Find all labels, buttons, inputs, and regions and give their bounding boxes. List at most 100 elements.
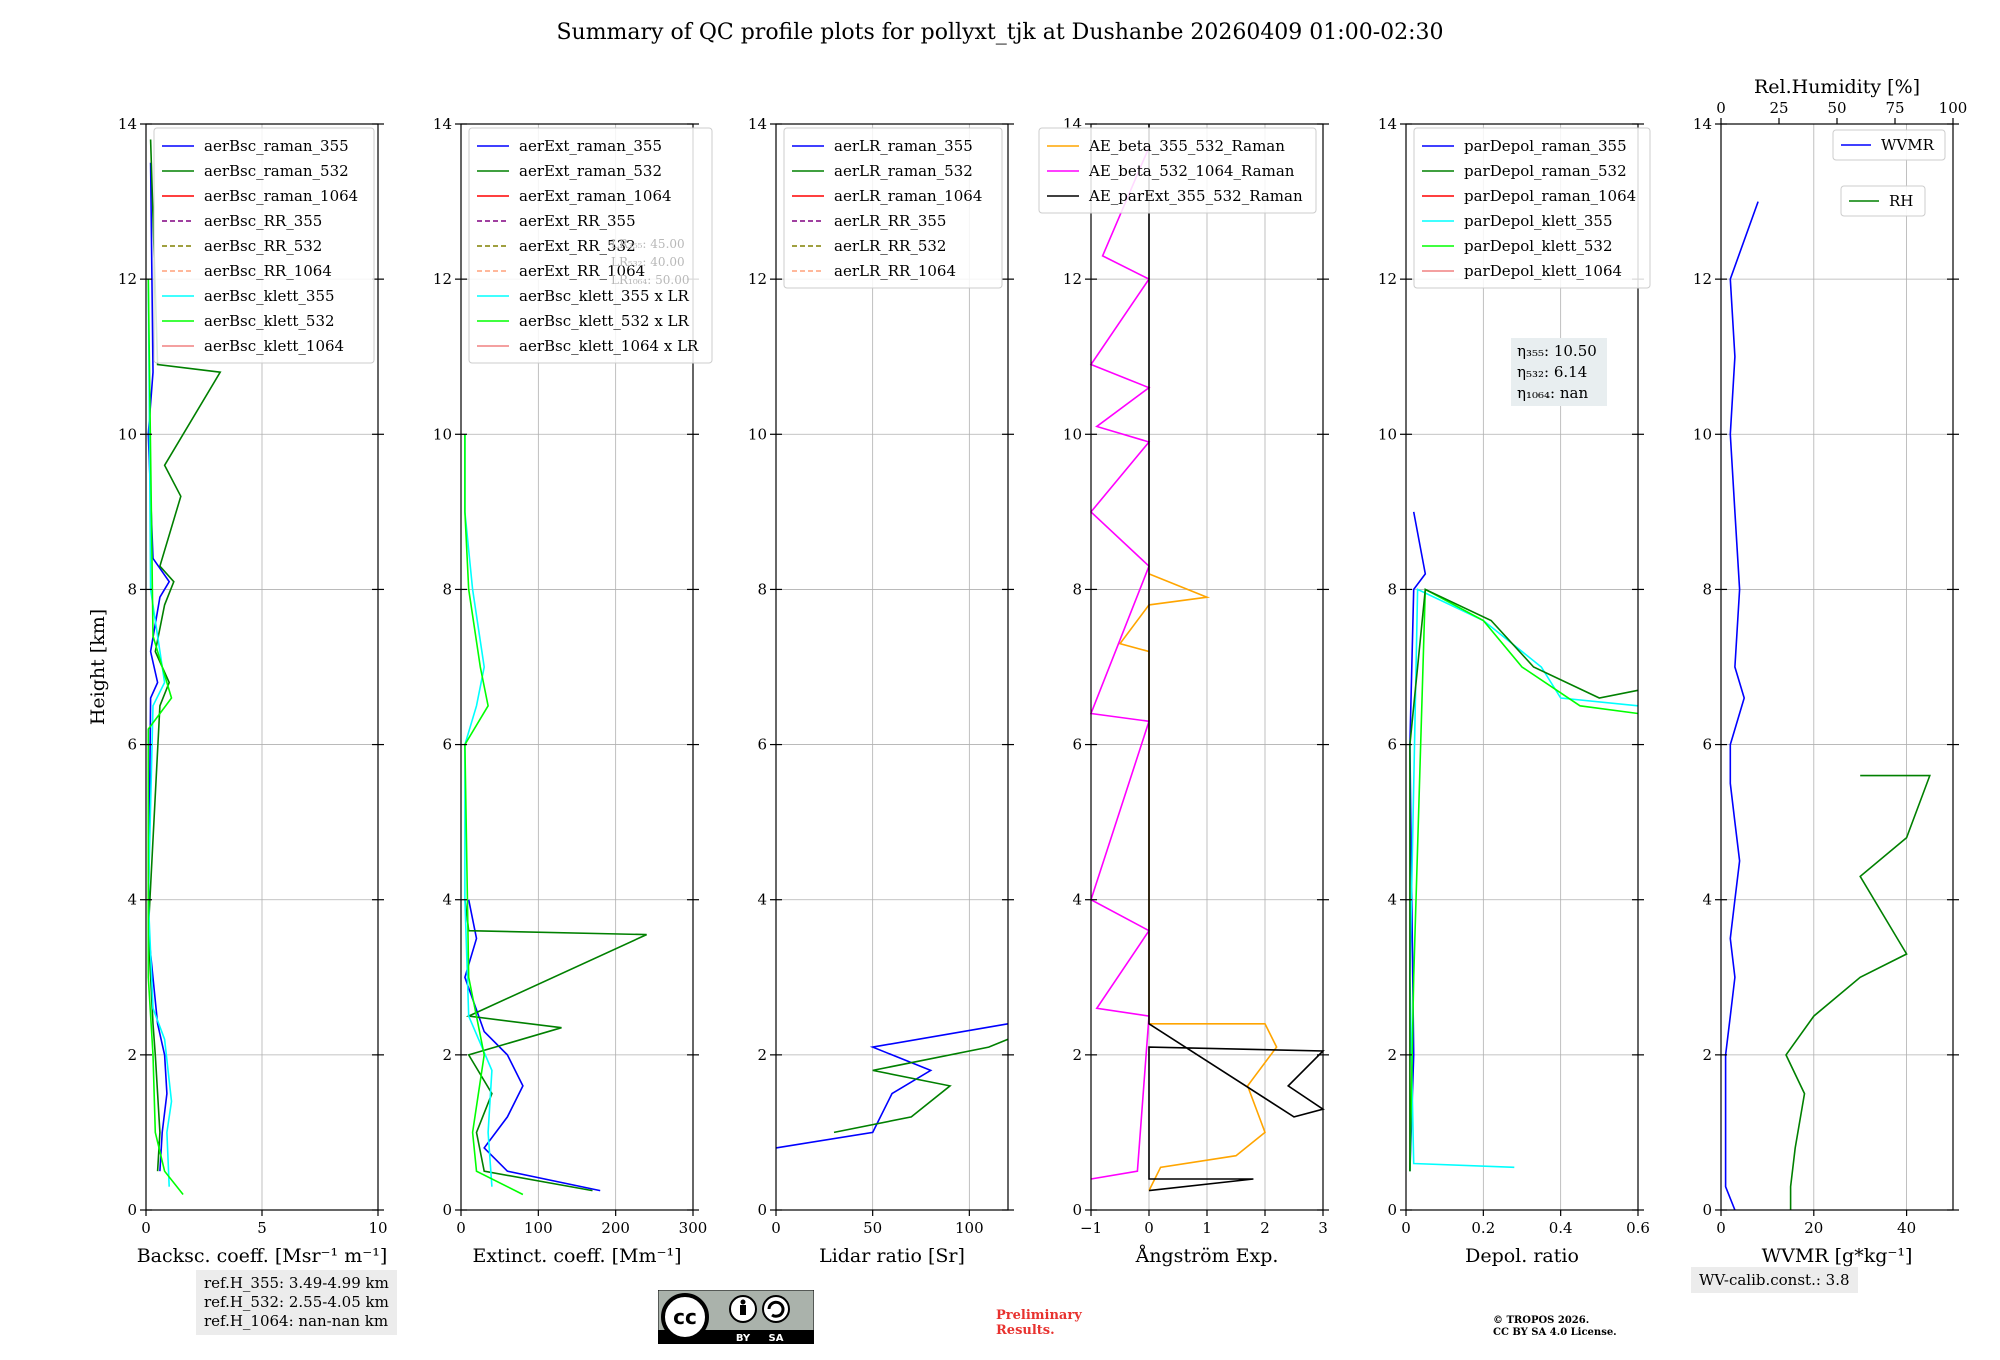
y-tick-label: 2 [1072,1046,1082,1064]
legend-box [153,127,375,364]
series-aerExt_raman_532 [464,899,647,1192]
lr-label: LR₅₃₂: 40.00 [611,255,685,269]
legend-label: aerBsc_raman_1064 [204,187,358,205]
series-parDepol_raman_355 [1409,511,1427,1172]
legend-label: aerBsc_RR_1064 [204,262,332,280]
legend-label: aerLR_RR_1064 [834,262,956,280]
y-tick-label: 4 [1702,891,1712,909]
y-tick-label: 10 [1378,425,1397,443]
x-tick-label: 40 [1897,1219,1916,1237]
legend-label: AE_beta_355_532_Raman [1088,137,1285,155]
legend-label: AE_parExt_355_532_Raman [1088,187,1303,205]
figure-title: Summary of QC profile plots for pollyxt_… [556,20,1444,45]
legend-label: aerBsc_klett_1064 [204,337,344,355]
legend-box [783,127,1003,289]
y-tick-label: 2 [1387,1046,1397,1064]
x-axis-label: Backsc. coeff. [Msr⁻¹ m⁻¹] [137,1245,388,1267]
legend-label: parDepol_raman_355 [1464,137,1627,155]
y-tick-label: 2 [127,1046,137,1064]
x-tick-label: 5 [257,1219,267,1237]
y-tick-label: 4 [442,891,452,909]
y-tick-label: 2 [442,1046,452,1064]
series-parDepol_raman_532 [1409,588,1639,1172]
legend-label: aerLR_RR_532 [834,237,946,255]
top-x-axis-label: Rel.Humidity [%] [1754,76,1920,98]
legend-label: aerExt_RR_1064 [519,262,645,280]
eta-label: η₅₃₂: 6.14 [1517,363,1587,381]
y-tick-label: 10 [1693,425,1712,443]
preliminary-line-1: Preliminary [996,1308,1082,1323]
legend-label: aerLR_RR_355 [834,212,946,230]
legend-box [1840,185,1926,217]
x-tick-label: −1 [1080,1219,1102,1237]
y-tick-label: 12 [1063,270,1082,288]
cc-by-sa-badge: cc BY SA [658,1290,814,1344]
cc-logo-icon [661,1293,709,1341]
legend-label: aerBsc_RR_355 [204,212,322,230]
y-tick-label: 6 [442,736,452,754]
y-tick-label: 6 [127,736,137,754]
legend: aerExt_raman_355 aerExt_raman_532 aerExt_r… [468,127,713,364]
y-tick-label: 0 [442,1201,452,1219]
top-x-tick-label: 50 [1827,99,1846,117]
badge-by-label: BY [736,1333,751,1344]
x-tick-label: 100 [524,1219,553,1237]
series-aerBsc_klett_532 x LR [464,434,524,1196]
legend-label: aerExt_raman_1064 [519,187,672,205]
legend-label: RH [1889,192,1913,210]
legend-label: aerExt_RR_532 [519,237,636,255]
y-tick-label: 10 [118,425,137,443]
y-tick-label: 12 [118,270,137,288]
series-aerLR_raman_355 [775,1023,1009,1149]
extinction-panel: 0 2 4 6 8 10 12 14 0 100 200 300 Extinct. coeff. [Mm… [433,115,713,1267]
y-tick-label: 6 [1702,736,1712,754]
y-tick-label: 0 [757,1201,767,1219]
series-aerLR_raman_532 [833,1038,1009,1134]
y-tick-label: 4 [127,891,137,909]
y-tick-label: 14 [118,115,137,133]
y-tick-label: 10 [748,425,767,443]
x-axis-label: WVMR [g*kg⁻¹] [1762,1245,1913,1267]
ref-height-355: ref.H_355: 3.49-4.99 km [204,1274,389,1292]
y-tick-label: 8 [1072,580,1082,598]
series-aerBsc_klett_355 [147,279,173,1187]
x-tick-label: 0.6 [1626,1219,1650,1237]
axes-frame [775,123,1009,1211]
ref-height-532: ref.H_532: 2.55-4.05 km [204,1293,389,1311]
series-WVMR [1724,201,1759,1211]
x-axis-label: Ångström Exp. [1135,1245,1279,1267]
x-tick-label: 0.4 [1549,1219,1573,1237]
preliminary-line-2: Results. [996,1323,1055,1338]
x-axis-label: Lidar ratio [Sr] [819,1245,965,1267]
y-tick-label: 2 [1702,1046,1712,1064]
eta-label: η₁₀₆₄: nan [1517,384,1588,402]
eta-label: η₃₅₅: 10.50 [1517,342,1597,360]
top-x-tick-label: 100 [1939,99,1968,117]
series-aerBsc_klett_355 x LR [464,434,493,1187]
y-tick-label: 12 [748,270,767,288]
legend-box [1832,129,1946,161]
y-tick-label: 4 [1072,891,1082,909]
x-tick-label: 20 [1804,1219,1823,1237]
legend-label: aerBsc_raman_355 [204,137,349,155]
y-tick-label: 14 [433,115,452,133]
y-tick-label: 8 [127,580,137,598]
x-tick-label: 300 [679,1219,708,1237]
legend-label: parDepol_raman_1064 [1464,187,1636,205]
legend-label: aerExt_raman_532 [519,162,662,180]
legend-label: aerBsc_RR_532 [204,237,322,255]
y-tick-label: 2 [757,1046,767,1064]
x-tick-label: 0 [771,1219,781,1237]
legend-label: parDepol_klett_355 [1464,212,1613,230]
x-tick-label: 0.2 [1471,1219,1495,1237]
copyright-line-2: CC BY SA 4.0 License. [1493,1327,1617,1338]
legend-label: parDepol_klett_532 [1464,237,1613,255]
y-axis-label: Height [km] [87,609,109,725]
y-tick-label: 10 [1063,425,1082,443]
legend-label: parDepol_raman_532 [1464,162,1627,180]
y-tick-label: 12 [1378,270,1397,288]
legend-label: aerExt_raman_355 [519,137,662,155]
